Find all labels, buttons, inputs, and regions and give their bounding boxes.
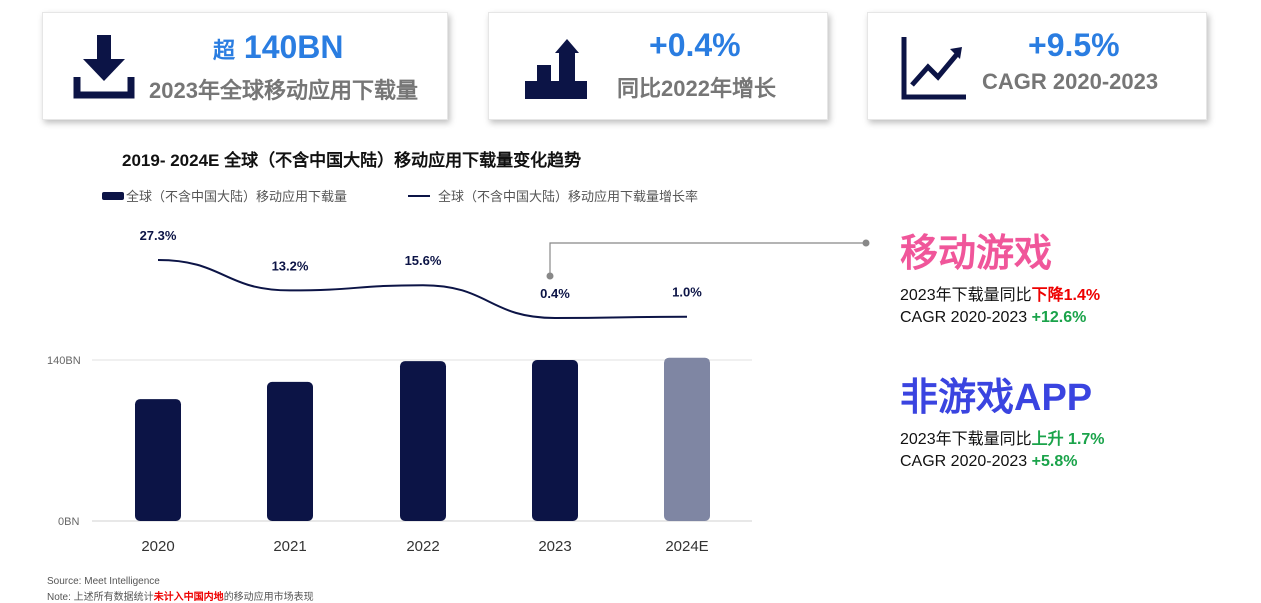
bar (267, 381, 313, 521)
apps-yoy-label: 2023年下载量同比 (900, 431, 1032, 448)
bar-growth-arrow-icon (525, 39, 587, 99)
x-tick-label: 2022 (406, 538, 439, 555)
kpi-card-yoy: +0.4% 同比2022年增长 (488, 12, 828, 120)
legend-line-label: 全球（不含中国大陆）移动应用下载量增长率 (438, 189, 699, 204)
bar (400, 361, 446, 521)
note-suffix: 的移动应用市场表现 (223, 592, 314, 603)
games-yoy-value: 下降1.4% (1031, 287, 1101, 304)
x-tick-label: 2020 (141, 538, 174, 555)
kpi-value: 140BN (243, 29, 344, 65)
apps-cagr-label: CAGR 2020-2023 (900, 453, 1032, 470)
legend-line: 全球（不含中国大陆）移动应用下载量增长率 (408, 186, 698, 205)
footer-note: Note: 上述所有数据统计未计入中国内地的移动应用市场表现 (47, 588, 314, 603)
apps-title: 非游戏APP (900, 377, 1093, 419)
bar (664, 357, 710, 521)
games-panel: 移动游戏 2023年下载量同比下降1.4% CAGR 2020-2023 +12… (900, 222, 1100, 327)
kpi-label: 同比2022年增长 (617, 76, 776, 101)
bar (135, 399, 181, 521)
note-prefix: Note: 上述所有数据统计 (47, 592, 154, 603)
data-label: 27.3% (140, 228, 177, 243)
download-icon (73, 35, 135, 99)
kpi-value: +0.4% (649, 27, 741, 63)
games-cagr-value: +12.6% (1031, 309, 1087, 326)
growth-line (157, 259, 688, 320)
callout-dot (862, 239, 870, 247)
note-highlight: 未计入中国内地 (153, 592, 224, 603)
games-yoy-label: 2023年下载量同比 (900, 287, 1032, 304)
kpi-label: 2023年全球移动应用下载量 (149, 78, 418, 103)
y-tick-label: 140BN (47, 355, 81, 367)
legend-line-swatch (408, 194, 430, 197)
legend-bar: 全球（不含中国大陆）移动应用下载量 (102, 186, 347, 205)
games-cagr-label: CAGR 2020-2023 (900, 309, 1032, 326)
x-tick-label: 2023 (538, 538, 571, 555)
y-tick-label: 0BN (58, 516, 79, 528)
legend-bar-label: 全球（不含中国大陆）移动应用下载量 (126, 189, 348, 204)
callout-dot (546, 272, 554, 280)
games-title: 移动游戏 (900, 233, 1053, 275)
apps-panel: 非游戏APP 2023年下载量同比上升 1.7% CAGR 2020-2023 … (900, 366, 1105, 471)
apps-cagr-value: +5.8% (1031, 453, 1078, 470)
chart-title: 2019- 2024E 全球（不含中国大陆）移动应用下载量变化趋势 (122, 151, 582, 170)
kpi-value: +9.5% (1028, 27, 1120, 63)
data-label: 1.0% (672, 285, 702, 300)
apps-yoy-value: 上升 1.7% (1031, 431, 1105, 448)
kpi-card-cagr: +9.5% CAGR 2020-2023 (867, 12, 1207, 120)
kpi-prefix: 超 (213, 38, 236, 63)
x-tick-label: 2021 (273, 538, 306, 555)
kpi-label: CAGR 2020-2023 (982, 69, 1159, 94)
legend-bar-swatch (102, 191, 124, 200)
line-chart-up-icon (901, 37, 966, 100)
data-label: 15.6% (405, 253, 442, 268)
kpi-card-downloads: 超 140BN 2023年全球移动应用下载量 (42, 12, 448, 120)
data-label: 13.2% (272, 258, 309, 273)
data-label: 0.4% (540, 286, 570, 301)
callout-connector (549, 242, 866, 276)
bar (532, 360, 578, 521)
footer-source: Source: Meet Intelligence (47, 576, 160, 587)
x-tick-label: 2024E (665, 538, 708, 555)
